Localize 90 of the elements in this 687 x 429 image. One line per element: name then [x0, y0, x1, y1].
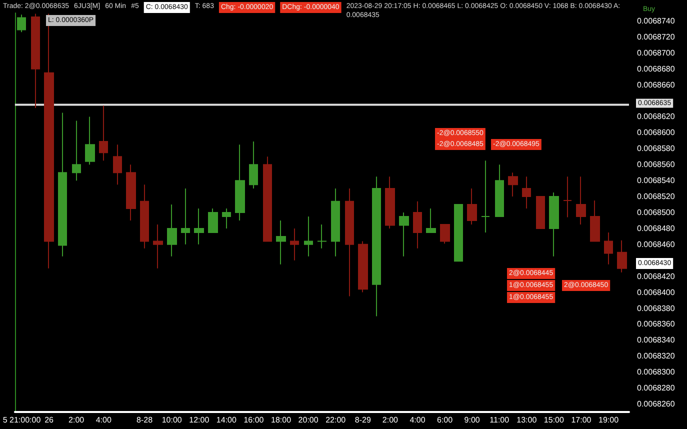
y-tick-label: 0.0068320: [637, 352, 676, 361]
y-tick-label: 0.0068280: [637, 384, 676, 393]
y-tick-label: 0.0068260: [637, 400, 676, 409]
candlestick: [263, 156, 272, 242]
candlestick: [440, 224, 450, 244]
x-tick-label: 4:00: [96, 416, 112, 424]
candlestick: [58, 112, 67, 257]
x-tick-label: 5 21:00:00: [2, 416, 42, 424]
y-tick-label: 0.0068520: [637, 192, 676, 202]
x-tick-label: 8-28: [136, 416, 154, 424]
x-tick-label: 19:00: [598, 416, 620, 424]
candlestick: [222, 208, 231, 229]
y-tick-label: 0.0068400: [637, 288, 676, 297]
x-tick-label: 8-29: [354, 416, 372, 424]
candlestick: [617, 240, 627, 273]
y-tick-label: 0.0068360: [637, 320, 676, 329]
candlestick: [549, 192, 559, 257]
candlestick: [194, 208, 204, 245]
candlestick: [467, 188, 477, 225]
candlestick: [331, 188, 340, 257]
candlestick: [604, 232, 613, 265]
candlestick: [454, 204, 463, 262]
candlestick: [481, 160, 490, 233]
y-tick-label: 0.0068500: [637, 208, 676, 217]
y-tick-label: 0.0068560: [637, 160, 676, 170]
candlestick: [317, 224, 327, 249]
candlestick: [399, 212, 409, 257]
candlestick: [358, 240, 368, 293]
x-tick-label: 18:00: [271, 416, 292, 424]
candlestick: [426, 208, 436, 233]
y-tick-label: 0.0068460: [637, 240, 676, 249]
y-tick-label: 0.0068700: [637, 48, 676, 58]
candlestick: [576, 176, 586, 225]
x-tick-label: 11:00: [490, 416, 510, 424]
x-tick-label: 10:00: [162, 416, 182, 424]
candlestick: [372, 176, 381, 317]
x-tick-label: 14:00: [216, 416, 237, 424]
x-tick-label: 15:00: [544, 416, 564, 424]
x-tick-label: 13:00: [516, 416, 538, 424]
x-tick-label: 12:00: [189, 416, 210, 424]
y-tick-label: 0.0068580: [637, 144, 676, 154]
candlestick: [304, 216, 313, 257]
x-tick-label: 20:00: [298, 416, 319, 424]
candlestick: [290, 228, 299, 261]
x-tick-label: 16:00: [244, 416, 264, 424]
candlestick: [536, 196, 545, 229]
candlestick: [563, 176, 572, 218]
candlestick: [140, 184, 149, 249]
y-tick-label: 0.0068340: [637, 336, 676, 345]
candlestick: [181, 188, 190, 245]
x-tick-label: 26: [44, 416, 54, 424]
y-tick-label: 0.0068660: [637, 80, 676, 90]
y-tick-label: 0.0068620: [637, 112, 676, 122]
candlestick: [113, 144, 122, 186]
y-tick-label: 0.0068740: [637, 16, 676, 26]
candlestick: [495, 164, 504, 217]
candlestick: [85, 116, 95, 166]
x-tick-label: 4:00: [410, 416, 426, 424]
candlestick: [44, 13, 54, 269]
candlestick: [249, 140, 258, 190]
y-tick-label: 0.0068300: [637, 368, 676, 377]
candlestick: [208, 208, 218, 233]
candlestick: [17, 14, 26, 33]
x-tick-label: 6:00: [436, 416, 454, 424]
candlestick: [153, 224, 163, 269]
x-tick-label: 22:00: [326, 416, 346, 424]
candlestick: [522, 176, 531, 210]
y-tick-label: 0.0068540: [637, 176, 676, 186]
y-tick-label: 0.0068600: [637, 128, 676, 138]
x-tick-label: 9:00: [464, 416, 480, 424]
y-tick-label: 0.0068680: [637, 64, 676, 74]
candlestick: [385, 176, 395, 229]
candlestick: [413, 200, 422, 249]
candlestick: [508, 172, 518, 198]
candlestick: [345, 188, 354, 297]
y-tick-label: 0.0068720: [637, 32, 676, 42]
y-tick-label: 0.0068480: [637, 224, 676, 233]
y-tick-label: 0.0068420: [637, 272, 676, 281]
candlestick: [99, 105, 108, 162]
candlestick: [126, 164, 136, 221]
candlestick: [72, 120, 81, 182]
y-tick-label: 0.0068380: [637, 304, 676, 313]
x-tick-label: 2:00: [382, 416, 399, 424]
x-tick-label: 2:00: [68, 416, 85, 424]
candlestick: [31, 13, 40, 108]
candlestick: [167, 204, 177, 257]
candlestick: [235, 144, 245, 221]
candlestick: [590, 200, 600, 242]
x-tick-label: 17:00: [571, 416, 592, 424]
candlestick: [276, 220, 286, 265]
